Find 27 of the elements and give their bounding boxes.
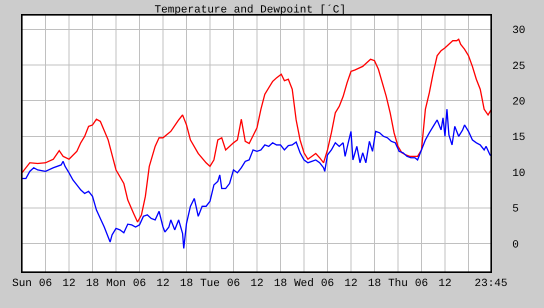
x-tick-label: 06 bbox=[38, 278, 52, 290]
x-tick-label: 12 bbox=[250, 278, 264, 290]
x-tick-label: Tue bbox=[200, 278, 220, 290]
x-tick-label: 12 bbox=[156, 278, 170, 290]
y-tick-label: 25 bbox=[512, 60, 526, 73]
y-tick-label: 30 bbox=[512, 25, 526, 38]
x-tick-label: 18 bbox=[274, 278, 288, 290]
x-tick-label: 06 bbox=[320, 278, 334, 290]
y-tick-label: 0 bbox=[512, 239, 519, 252]
x-tick-label: 23:45 bbox=[474, 278, 508, 290]
y-tick-label: 10 bbox=[512, 168, 526, 180]
x-tick-label: 06 bbox=[226, 278, 240, 290]
x-tick-label: 12 bbox=[438, 278, 452, 290]
y-tick-label: 5 bbox=[512, 204, 519, 216]
x-tick-label: Sun bbox=[12, 278, 32, 290]
x-tick-label: Thu bbox=[388, 278, 408, 290]
y-tick-label: 20 bbox=[512, 96, 526, 109]
x-tick-label: 18 bbox=[368, 278, 382, 290]
x-tick-label: 06 bbox=[414, 278, 428, 290]
x-tick-label: Mon bbox=[106, 278, 126, 290]
x-tick-label: 12 bbox=[344, 278, 358, 290]
x-tick-label: Wed bbox=[294, 278, 314, 290]
y-tick-label: 15 bbox=[512, 132, 526, 144]
x-tick-label: 18 bbox=[180, 278, 194, 290]
x-tick-label: 06 bbox=[132, 278, 146, 290]
x-tick-label: 18 bbox=[86, 278, 100, 290]
x-tick-label: 12 bbox=[62, 278, 76, 290]
